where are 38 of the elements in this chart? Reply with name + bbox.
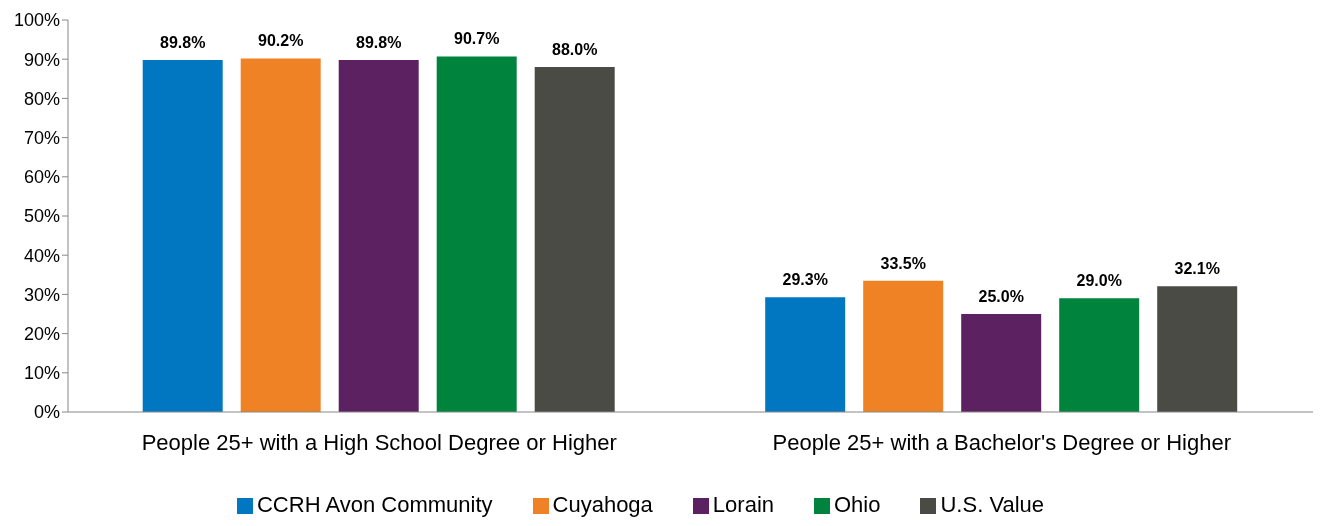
bar: [534, 67, 615, 412]
legend-label: Lorain: [712, 492, 774, 517]
bar: [436, 56, 517, 412]
y-tick-label: 70%: [23, 127, 60, 148]
legend-label: Ohio: [834, 492, 881, 517]
bar: [961, 314, 1042, 412]
x-tick-label: People 25+ with a Bachelor's Degree or Higher: [772, 429, 1232, 455]
x-tick-label: People 25+ with a High School Degree or Higher: [141, 429, 617, 455]
data-label: 33.5%: [880, 254, 926, 272]
data-label: 32.1%: [1174, 260, 1220, 278]
y-tick-label: 0%: [33, 402, 60, 423]
data-label: 25.0%: [978, 288, 1024, 305]
data-label: 29.3%: [782, 271, 828, 289]
data-label: 88.0%: [552, 41, 598, 59]
y-tick-label: 90%: [23, 49, 60, 70]
bar: [338, 59, 419, 412]
y-tick-label: 10%: [23, 363, 60, 384]
legend-label: CCRH Avon Community: [256, 492, 493, 517]
y-tick-label: 40%: [23, 245, 60, 266]
y-tick-label: 50%: [23, 206, 60, 227]
bar: [863, 280, 944, 412]
bar: [240, 58, 321, 412]
legend-label: U.S. Value: [940, 492, 1045, 517]
data-label: 90.2%: [258, 32, 304, 50]
y-tick-label: 100%: [13, 10, 60, 31]
y-tick-label: 80%: [23, 88, 60, 109]
bar: [142, 59, 223, 412]
bar: [1059, 298, 1140, 412]
y-tick-label: 60%: [23, 167, 60, 188]
y-tick-label: 20%: [23, 323, 60, 344]
data-label: 29.0%: [1076, 272, 1122, 290]
bar: [1157, 286, 1238, 412]
y-tick-label: 30%: [23, 284, 60, 305]
bar: [765, 297, 846, 412]
data-label: 90.7%: [454, 30, 500, 48]
data-label: 89.8%: [160, 33, 206, 51]
legend-label: Cuyahoga: [552, 492, 653, 517]
data-label: 89.8%: [356, 33, 402, 51]
